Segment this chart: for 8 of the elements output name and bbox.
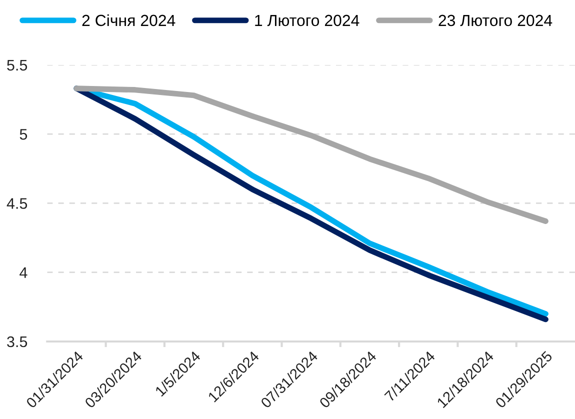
legend-label: 2 Січня 2024 <box>82 14 176 26</box>
y-tick-label: 5.5 <box>7 60 28 71</box>
y-tick-label: 4 <box>20 267 28 278</box>
legend-label: 23 Лютого 2024 <box>438 14 552 26</box>
y-tick-label: 5 <box>20 129 28 140</box>
y-tick-label: 3.5 <box>7 336 28 348</box>
y-tick-label: 4.5 <box>6 198 28 209</box>
legend-label: 1 Лютого 2024 <box>255 14 360 26</box>
